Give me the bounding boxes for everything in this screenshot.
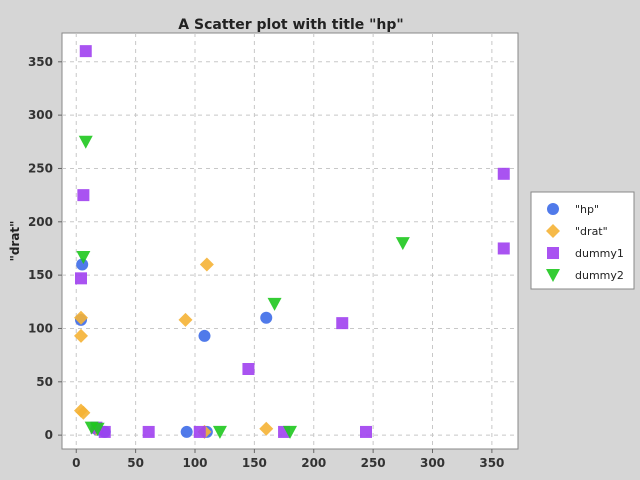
data-points [74,45,510,439]
x-tick-label: 350 [479,456,504,470]
plot-area [61,32,519,450]
x-tick-label: 150 [242,456,267,470]
y-tick-label: 0 [45,428,53,442]
y-tick-label: 50 [36,375,53,389]
y-tick-label: 150 [28,268,53,282]
point-triangle [76,251,91,264]
point-diamond [199,257,214,272]
y-tick-label: 350 [28,55,53,69]
point-circle [198,329,211,342]
x-axis: 0 50 100 150 200 250 300 350 [72,449,504,470]
x-tick-label: 200 [301,456,326,470]
point-square [77,189,90,202]
legend: "hp" "drat" dummy1 dummy2 [530,191,635,290]
point-diamond [259,421,274,436]
series-square [75,45,510,438]
point-triangle [267,297,282,311]
y-tick-label: 250 [28,161,53,175]
y-tick-label: 300 [28,108,53,122]
x-tick-label: 100 [182,456,207,470]
point-circle [180,425,193,438]
y-axis: 0 50 100 150 200 250 300 350 [28,55,62,442]
point-triangle [212,425,227,439]
gridlines [62,33,518,449]
point-square [242,363,255,375]
legend-marker-square [547,247,559,259]
point-square [79,45,92,58]
point-diamond [178,312,193,327]
point-circle [76,258,89,271]
point-triangle [283,425,297,439]
legend-label: "hp" [575,203,599,216]
x-tick-label: 0 [72,456,80,470]
legend-label: dummy1 [575,247,624,260]
point-square [360,425,372,438]
point-square [75,272,87,285]
series-triangle [76,135,410,439]
y-axis-label: "drat" [8,221,22,262]
x-tick-label: 250 [361,456,386,470]
y-tick-label: 100 [28,321,53,335]
point-triangle [395,237,410,251]
legend-label: dummy2 [575,269,624,282]
chart-title: A Scatter plot with title "hp" [178,17,403,33]
point-diamond [74,328,88,343]
legend-marker-triangle [546,269,560,282]
point-square [497,242,510,255]
point-triangle [78,135,93,149]
point-square [193,425,206,438]
x-tick-label: 50 [127,456,144,470]
x-tick-label: 300 [420,456,445,470]
point-square [142,425,155,438]
legend-marker-diamond [546,224,560,238]
point-triangle [90,422,105,436]
y-tick-label: 200 [28,215,53,229]
point-square [336,317,349,330]
point-diamond [74,310,88,325]
point-square [497,167,510,180]
point-diamond [76,405,91,420]
legend-marker-circle [547,203,559,215]
legend-label: "drat" [575,225,608,238]
point-circle [260,311,273,324]
